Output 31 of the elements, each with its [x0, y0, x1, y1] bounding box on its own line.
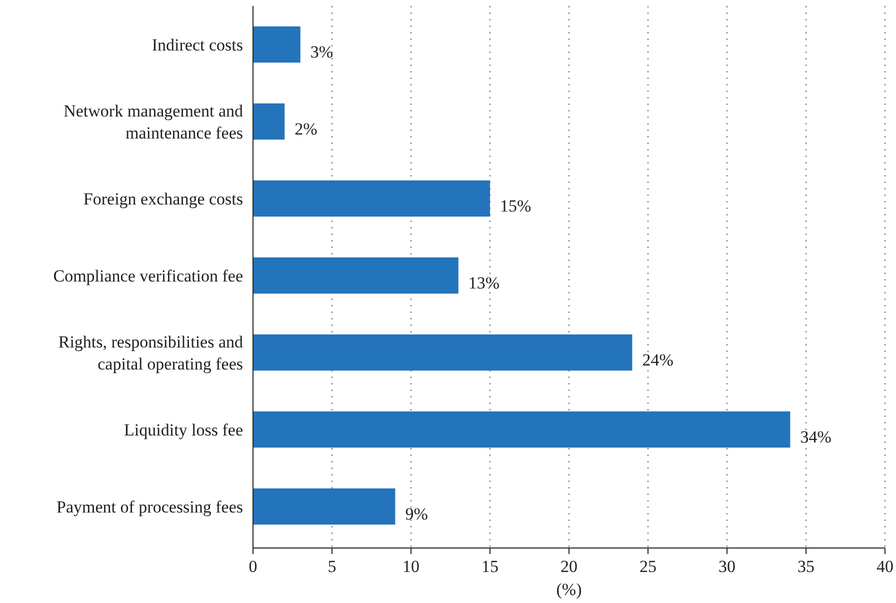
data-label: 13%: [468, 274, 500, 292]
x-tick-label: 10: [402, 557, 420, 576]
bar: [253, 257, 458, 294]
bar: [253, 334, 632, 371]
data-label: 9%: [405, 504, 428, 524]
x-tick-label: 35: [798, 557, 814, 576]
data-label: 15%: [500, 196, 532, 216]
y-tick-label: Compliance verification fee: [53, 266, 243, 286]
x-tick-label: 15: [482, 557, 498, 576]
x-tick-label: 30: [718, 557, 736, 576]
x-tick-label: 25: [640, 557, 656, 576]
bar: [253, 180, 490, 217]
bar: [253, 488, 396, 525]
y-tick-label: Indirect costs: [152, 36, 243, 54]
bar: [253, 411, 790, 448]
y-tick-label: Liquidity loss fee: [124, 420, 243, 440]
x-tick-label: 20: [560, 557, 578, 576]
data-label: 34%: [800, 428, 832, 446]
data-label: 24%: [642, 350, 674, 370]
x-tick-label: 5: [328, 557, 336, 576]
data-label: 3%: [310, 42, 334, 62]
y-tick-label: Network management and maintenance fees: [64, 102, 244, 142]
y-tick-label: Foreign exchange costs: [83, 190, 243, 208]
y-tick-label: Rights, responsibilities and capital operating fees: [58, 332, 244, 374]
bar: [253, 103, 285, 140]
x-tick-label: 40: [876, 557, 894, 576]
x-axis-title: (%): [556, 580, 582, 599]
y-tick-label: Payment of processing fees: [56, 498, 243, 516]
x-tick-label: 0: [248, 557, 258, 576]
bar: [253, 26, 300, 63]
data-label: 2%: [294, 120, 318, 138]
